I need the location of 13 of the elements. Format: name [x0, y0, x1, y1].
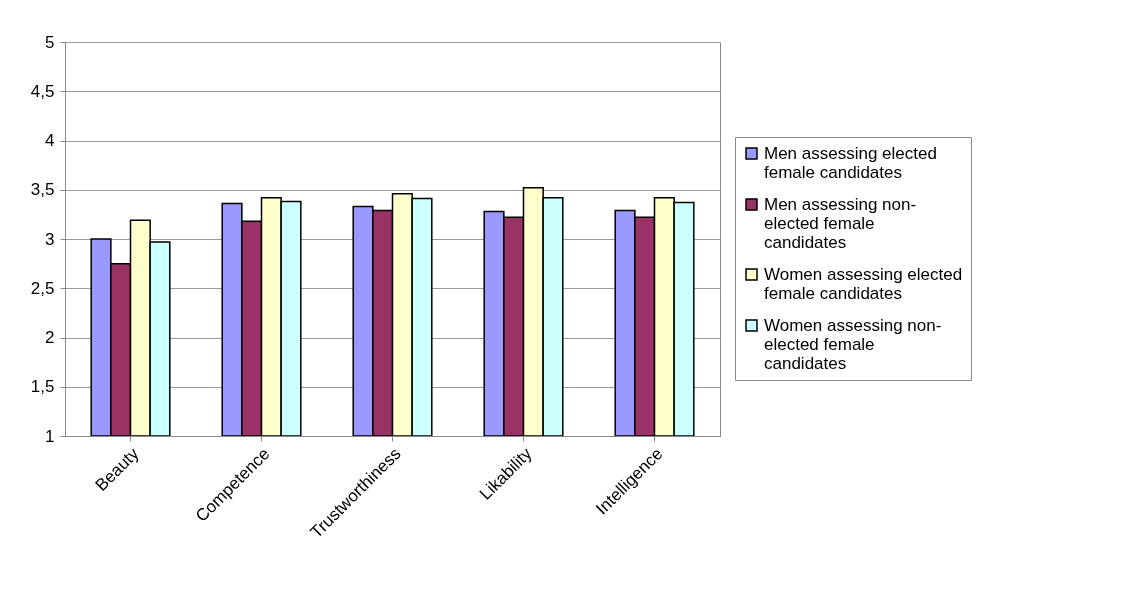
y-tick-label: 3,5 [30, 180, 55, 200]
y-tick-label: 3 [45, 229, 55, 249]
legend-label: Women assessing elected female candidates [764, 264, 963, 303]
legend-label: Women assessing non-elected female candidates [764, 315, 942, 373]
y-tick-label: 2,5 [30, 278, 55, 298]
y-tick-label: 1,5 [30, 377, 55, 397]
y-tick-label: 1 [45, 426, 55, 446]
y-tick-label: 2 [45, 328, 55, 347]
y-tick-label: 5 [45, 32, 55, 52]
y-tick-label: 4 [45, 131, 55, 150]
legend-label: Men assessing non-elected female candidates [764, 194, 917, 252]
legend-label: Men assessing elected female candidates [764, 143, 937, 182]
y-tick-label: 4,5 [30, 81, 55, 101]
